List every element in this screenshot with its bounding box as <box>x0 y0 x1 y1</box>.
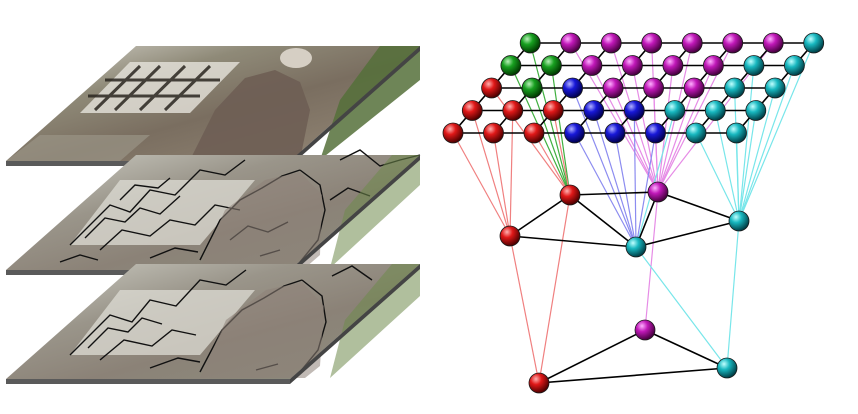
link-grid-to-mid <box>738 110 757 222</box>
link-mid-to-top <box>644 191 659 331</box>
grid-node <box>726 122 747 144</box>
link-grid-to-mid <box>695 132 740 222</box>
top-level-edge <box>538 367 728 384</box>
link-mid-to-top <box>635 246 728 369</box>
grid-node <box>519 32 541 54</box>
grid-node <box>643 77 664 99</box>
grid-node <box>583 100 605 121</box>
link-grid-to-mid <box>531 87 571 196</box>
link-grid-to-mid <box>452 132 511 237</box>
grid-node <box>521 77 543 99</box>
link-grid-to-mid <box>614 132 637 248</box>
grid-node <box>662 55 684 76</box>
grid-node <box>502 100 524 121</box>
grid-node <box>703 55 724 76</box>
grid-node <box>623 100 645 121</box>
grid-node <box>803 32 825 54</box>
grid-node <box>562 77 583 99</box>
link-grid-to-mid <box>635 132 657 248</box>
inter-level-links <box>452 42 815 384</box>
fine-segmentation-layer <box>6 149 421 275</box>
grid-node <box>622 55 643 76</box>
mid-level-edge <box>509 194 571 237</box>
top-level-edge <box>538 329 646 384</box>
top-level-edge <box>644 329 728 369</box>
grid-node <box>762 32 784 54</box>
top-level-node <box>716 357 738 379</box>
region-adjacency-graph-pyramid <box>442 32 825 394</box>
grid-node <box>500 55 522 76</box>
grid-node <box>542 100 564 121</box>
mid-level-node <box>728 210 750 232</box>
grid-node <box>745 100 767 121</box>
original-frame-layer <box>6 46 420 166</box>
link-grid-to-mid <box>633 110 637 248</box>
link-grid-to-mid <box>738 65 755 222</box>
link-mid-to-top <box>509 235 540 384</box>
grid-node <box>602 77 624 99</box>
link-grid-to-mid <box>471 110 511 237</box>
graph-nodes <box>442 32 825 394</box>
link-grid-to-mid <box>738 65 795 222</box>
grid-node <box>685 122 707 144</box>
link-grid-to-mid <box>552 110 571 196</box>
link-grid-to-mid <box>533 132 571 196</box>
top-level-node <box>528 372 550 394</box>
mid-level-node <box>647 181 669 203</box>
grid-node <box>581 55 603 76</box>
link-grid-to-mid <box>572 87 637 248</box>
mid-level-edge <box>509 235 637 248</box>
mid-level-edge <box>635 220 740 248</box>
link-grid-to-mid <box>509 110 514 237</box>
link-grid-to-mid <box>612 87 659 193</box>
mid-level-node <box>559 184 581 206</box>
link-grid-to-mid <box>550 65 571 196</box>
mid-level-node <box>499 225 521 247</box>
image-layer-stack <box>6 46 421 384</box>
link-grid-to-mid <box>573 132 637 248</box>
grid-node <box>743 55 765 76</box>
grid-node <box>681 32 703 54</box>
mid-level-edge <box>657 191 740 222</box>
grid-node <box>564 122 585 144</box>
grid-node <box>541 55 562 76</box>
grid-node <box>664 100 686 121</box>
grid-node <box>645 122 666 144</box>
link-grid-to-mid <box>657 87 695 193</box>
grid-node <box>683 77 705 99</box>
grid-node <box>764 77 786 99</box>
grid-node <box>722 32 744 54</box>
link-mid-to-top <box>538 194 571 384</box>
grid-node <box>724 77 745 99</box>
grid-node <box>560 32 582 54</box>
link-grid-to-mid <box>631 65 659 193</box>
link-grid-to-mid <box>735 132 740 222</box>
grid-node <box>442 122 464 144</box>
grid-node <box>523 122 545 144</box>
link-mid-to-top <box>726 220 740 369</box>
grid-node <box>483 122 504 144</box>
coarse-segmentation-layer <box>6 264 420 384</box>
grid-node <box>704 100 726 121</box>
grid-node <box>461 100 483 121</box>
link-grid-to-mid <box>657 65 674 193</box>
mid-level-edge <box>569 191 659 196</box>
link-grid-to-mid <box>492 132 511 237</box>
grid-node <box>784 55 805 76</box>
link-grid-to-mid <box>714 110 740 222</box>
mid-level-node <box>625 236 647 258</box>
grid-node <box>600 32 622 54</box>
top-level-node <box>634 319 656 341</box>
mid-level-edge <box>569 194 637 248</box>
intra-level-edges <box>452 42 815 384</box>
link-grid-to-mid <box>738 87 776 222</box>
grid-node <box>481 77 503 99</box>
grid-node <box>604 122 626 144</box>
grid-node <box>641 32 663 54</box>
